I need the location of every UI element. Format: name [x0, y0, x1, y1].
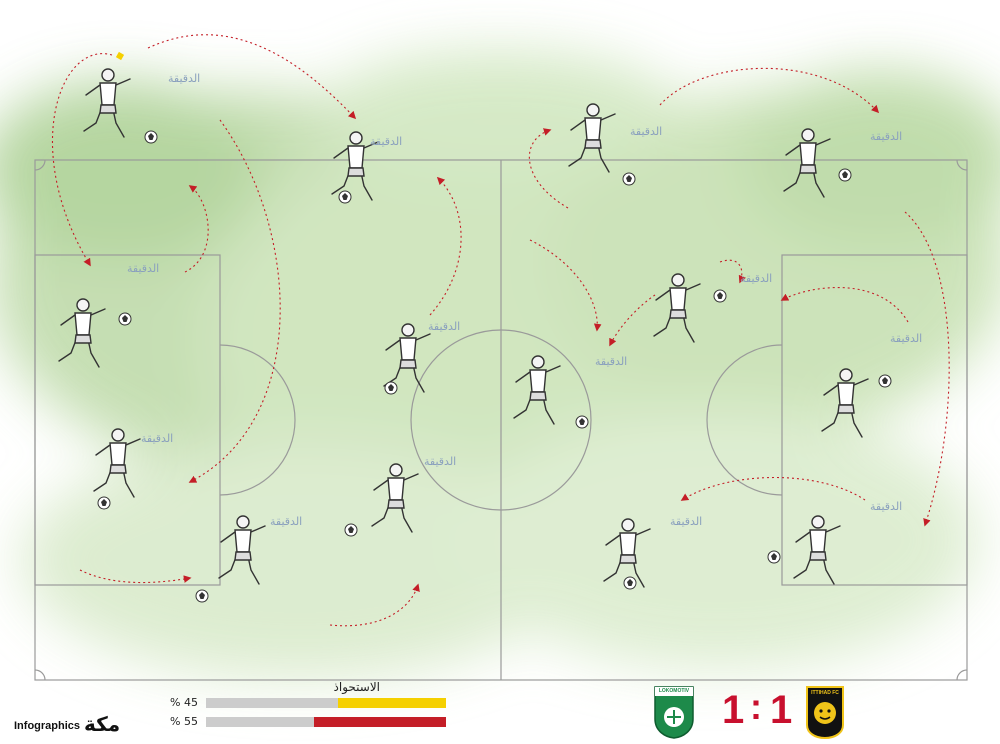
score-separator: :: [750, 686, 762, 727]
possession-title: الاستحواذ: [333, 680, 380, 694]
player-illustration: [793, 515, 841, 585]
possession-panel: الاستحواذ 45 % 55 %: [170, 680, 460, 740]
ball-icon: [623, 576, 637, 590]
minute-label: الدقيقة: [428, 320, 461, 333]
player-illustration: [58, 298, 106, 368]
minute-label: الدقيقة: [424, 455, 457, 468]
player-illustration: [93, 428, 141, 498]
ball-icon: [575, 415, 589, 429]
minute-label: الدقيقة: [890, 332, 923, 345]
possession-percent: 55 %: [170, 715, 198, 728]
minute-label: الدقيقة: [870, 130, 903, 143]
score-right: 1: [770, 688, 793, 732]
event-arrows: [51, 34, 950, 627]
ball-icon: [767, 550, 781, 564]
player-illustration: [331, 131, 379, 201]
ball-icon: [97, 496, 111, 510]
scoreboard: LOKOMOTIV 1 : 1 ITTIHAD FC: [640, 680, 870, 744]
ittihad-badge-text: ITTIHAD FC: [811, 690, 839, 696]
lokomotiv-badge: LOKOMOTIV: [653, 685, 695, 739]
ball-icon: [878, 374, 892, 388]
possession-bar-fill: [338, 698, 446, 708]
minute-label: الدقيقة: [270, 515, 303, 528]
player-illustration: [218, 515, 266, 585]
minute-label: الدقيقة: [141, 432, 174, 445]
ball-icon: [195, 589, 209, 603]
ball-icon: [118, 312, 132, 326]
ball-icon: [384, 381, 398, 395]
ittihad-badge: ITTIHAD FC: [805, 685, 845, 740]
minute-label: الدقيقة: [127, 262, 160, 275]
minute-label: الدقيقة: [168, 72, 201, 85]
possession-percent: 45 %: [170, 696, 198, 709]
ball-icon: [622, 172, 636, 186]
player-illustration: [783, 128, 831, 198]
player-illustration: [603, 518, 651, 588]
player-illustration: [513, 355, 561, 425]
possession-bar-track: [206, 717, 446, 727]
minute-label: الدقيقة: [370, 135, 403, 148]
pitch-lines: [34, 159, 968, 681]
player-illustration: [653, 273, 701, 343]
minute-label: الدقيقة: [595, 355, 628, 368]
player-illustration: [821, 368, 869, 438]
brand-latin: Infographics: [14, 720, 81, 732]
player-illustration: [383, 323, 431, 393]
ball-icon: [344, 523, 358, 537]
ball-icon: [338, 190, 352, 204]
score-left: 1: [722, 688, 745, 732]
ball-icon: [713, 289, 727, 303]
player-illustration: [83, 68, 131, 138]
brand-arabic-logo: مكة: [84, 712, 121, 736]
possession-bar-track: [206, 698, 446, 708]
minute-label: الدقيقة: [670, 515, 703, 528]
player-illustration: [371, 463, 419, 533]
minute-label: الدقيقة: [740, 272, 773, 285]
minute-label: الدقيقة: [630, 125, 663, 138]
ball-icon: [144, 130, 158, 144]
lokomotiv-badge-text: LOKOMOTIV: [658, 688, 690, 694]
possession-bar-fill: [314, 717, 446, 727]
player-illustration: [568, 103, 616, 173]
ball-icon: [838, 168, 852, 182]
minute-label: الدقيقة: [870, 500, 903, 513]
